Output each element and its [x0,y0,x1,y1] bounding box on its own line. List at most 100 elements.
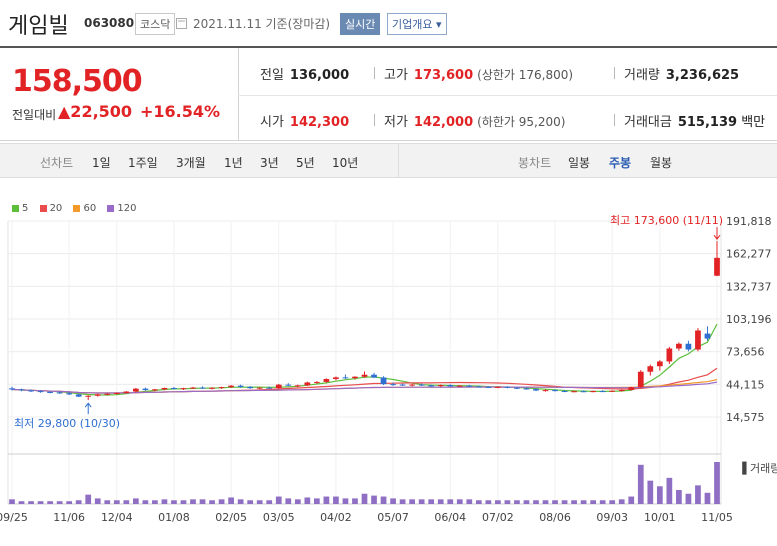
tab-monthly[interactable]: 월봉 [650,156,673,170]
x-tick-label: 10/01 [644,511,676,524]
volume-bar [285,498,292,504]
realtime-button[interactable]: 실시간 [340,13,381,35]
trade-amount-value: 515,139 [677,115,738,130]
legend-ma120: 120 [107,203,137,214]
x-tick-label: 06/04 [434,511,466,524]
low-stat: 저가 142,000 (하한가 95,200) [384,111,565,130]
candle-body [371,374,377,378]
tab-weekly[interactable]: 주봉 [609,156,632,170]
candle-body [447,385,454,387]
candle-body [104,393,111,395]
x-tick-label: 12/04 [101,511,133,524]
tab-3month[interactable]: 3개월 [176,156,206,170]
low-annotation: 최저 29,800 (10/30) [14,417,120,430]
volume-bar [28,501,34,504]
candle-body [637,371,644,388]
volume-stat: 거래량 3,236,625 [624,64,739,83]
volume-bar [580,500,587,504]
legend-label: 5 [22,203,29,214]
candle-body [561,390,568,392]
volume-bar [647,480,654,504]
volume-bar [218,499,225,504]
ma20-line [11,367,718,394]
y-tick-label: 132,737 [726,280,772,293]
y-tick-label: 162,277 [726,248,772,261]
reference-date: 2021.11.11 기준(장마감) [193,17,331,31]
volume-bar [714,462,720,504]
volume-bar [676,490,682,504]
candle-body [361,374,368,377]
volume-bar [342,498,349,504]
tab-5year[interactable]: 5년 [296,156,315,170]
volume-bar [161,499,168,504]
change-percent: +16.54% [140,102,221,121]
candle-body [218,387,225,389]
stock-code: 063080 [84,16,135,30]
volume-bar [85,494,92,504]
volume-bar [247,500,254,504]
volume-bar [47,501,53,504]
high-annotation: 최고 173,600 (11/11) [610,214,723,227]
volume-bar [533,500,539,504]
tab-1year[interactable]: 1년 [224,156,243,170]
separator [614,114,615,126]
volume-bar [695,485,701,504]
candle-body [47,391,53,393]
candle-body [466,385,473,387]
x-tick-label: 09/03 [596,511,628,524]
candle-body [333,377,339,380]
high-value: 173,600 [413,68,474,83]
legend-swatch [39,204,47,212]
stock-header: 게임빌 063080 코스닥 2021.11.11 기준(장마감) 실시간 기업… [0,0,777,46]
volume-bar [504,500,511,504]
x-tick-label: 01/08 [158,511,190,524]
tab-10year[interactable]: 10년 [332,156,359,170]
candle-body [552,390,558,392]
x-tick-label: 05/07 [377,511,409,524]
volume-bar [609,500,616,504]
candle-body [75,394,82,397]
x-tick-label: 04/02 [320,511,352,524]
candle-body [618,389,625,391]
candle-body [666,348,673,362]
tab-3year[interactable]: 3년 [260,156,279,170]
volume-bar [190,499,196,504]
candle-body [656,361,663,367]
candle-body [247,386,254,389]
candle-body [514,387,520,389]
company-overview-dropdown[interactable]: 기업개요 ▾ [387,13,447,35]
candle-body [190,387,196,389]
volume-bar [390,498,396,504]
candle-body [628,387,635,390]
candle-body [409,384,415,386]
volume-label: 거래량 [624,68,660,83]
x-tick-label: 08/06 [539,511,571,524]
candle-body [275,384,282,388]
volume-bar [314,498,320,504]
change-value: ▲22,500 [58,102,133,121]
volume-bar [66,501,73,504]
candle-body [704,333,711,339]
volume-bar [237,499,244,504]
volume-bar [180,500,187,504]
open-value: 142,300 [289,115,350,130]
low-label: 저가 [384,115,408,130]
candle-body [380,377,387,385]
volume-bar [304,497,311,504]
prev-close-stat: 전일 136,000 [260,64,349,83]
volume-bar [456,499,463,504]
volume-bar [418,499,425,504]
volume-bar [228,497,234,504]
volume-bar [266,500,273,504]
volume-bar [294,499,301,504]
x-tick-label: 07/02 [482,511,514,524]
tab-1day[interactable]: 1일 [92,156,111,170]
legend-swatch [73,204,81,212]
high-arrow-icon [713,227,721,240]
tab-1week[interactable]: 1주일 [128,156,158,170]
tab-daily[interactable]: 일봉 [568,156,591,170]
candle-body [266,387,273,389]
candle-body [294,385,301,387]
low-value: 142,000 [413,115,474,130]
candle-body [580,391,587,393]
